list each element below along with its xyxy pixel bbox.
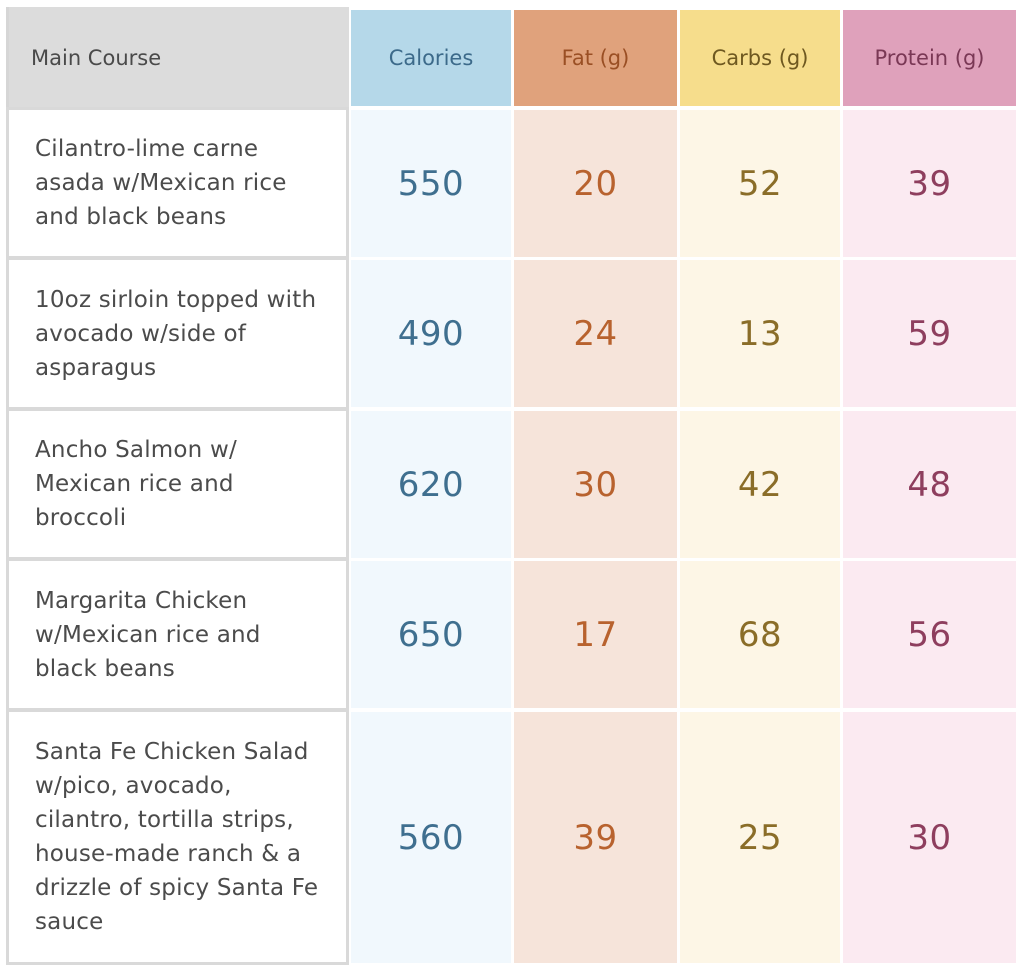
table-row-3-name: Ancho Salmon w/ Mexican rice and broccol… — [6, 408, 349, 560]
row-2-protein: 59 — [843, 260, 1016, 407]
header-main-course: Main Course — [6, 7, 349, 108]
header-calories: Calories — [351, 10, 511, 106]
row-2-line-1: 10oz sirloin topped with — [35, 286, 317, 313]
header-carbs: Carbs (g) — [680, 10, 840, 106]
row-1-line-3: and black beans — [35, 204, 227, 230]
row-4-calories: 650 — [351, 561, 511, 708]
row-5-line-3: cilantro, tortilla strips, — [35, 807, 294, 833]
row-5-line-5: drizzle of spicy Santa Fe — [35, 875, 319, 901]
table-row-4-name: Margarita Chicken w/Mexican rice and bla… — [6, 558, 349, 711]
header-protein-label: Protein (g) — [874, 46, 985, 70]
row-4-carbs: 68 — [680, 561, 840, 708]
row-1-carbs: 52 — [680, 110, 840, 257]
row-2-line-2: avocado w/side of — [35, 320, 247, 347]
row-5-line-6: sauce — [35, 909, 104, 935]
row-1-fat: 20 — [514, 110, 677, 257]
row-4-line-2: w/Mexican rice and — [35, 621, 261, 648]
header-carbs-label: Carbs (g) — [711, 46, 809, 70]
row-1-line-2: asada w/Mexican rice — [35, 170, 287, 196]
row-5-calories: 560 — [351, 712, 511, 963]
row-3-fat: 30 — [514, 411, 677, 558]
row-5-carbs: 25 — [680, 712, 840, 963]
header-fat: Fat (g) — [514, 10, 677, 106]
header-calories-label: Calories — [388, 46, 474, 70]
row-1-protein: 39 — [843, 110, 1016, 257]
row-3-protein: 48 — [843, 411, 1016, 558]
header-main-course-label: Main Course — [31, 45, 162, 70]
row-5-line-2: w/pico, avocado, — [35, 773, 232, 799]
row-3-line-2: Mexican rice and — [35, 471, 234, 497]
row-3-calories: 620 — [351, 411, 511, 558]
row-2-line-3: asparagus — [35, 354, 157, 381]
row-5-line-1: Santa Fe Chicken Salad — [35, 739, 309, 765]
row-4-protein: 56 — [843, 561, 1016, 708]
table-row-1-name: Cilantro-lime carne asada w/Mexican rice… — [6, 107, 349, 259]
row-2-calories: 490 — [351, 260, 511, 407]
row-4-fat: 17 — [514, 561, 677, 708]
row-3-line-1: Ancho Salmon w/ — [35, 437, 237, 463]
table-row-5-name: Santa Fe Chicken Salad w/pico, avocado, … — [6, 709, 349, 965]
header-protein: Protein (g) — [843, 10, 1016, 106]
row-1-line-1: Cilantro-lime carne — [35, 136, 259, 162]
row-3-carbs: 42 — [680, 411, 840, 558]
row-1-calories: 550 — [351, 110, 511, 257]
row-3-line-3: broccoli — [35, 505, 127, 531]
row-2-carbs: 13 — [680, 260, 840, 407]
row-4-line-3: black beans — [35, 655, 175, 682]
row-4-line-1: Margarita Chicken — [35, 587, 248, 614]
table-row-2-name: 10oz sirloin topped with avocado w/side … — [6, 257, 349, 410]
row-5-protein: 30 — [843, 712, 1016, 963]
row-5-line-4: house-made ranch & a — [35, 841, 302, 867]
header-fat-label: Fat (g) — [561, 46, 630, 70]
row-2-fat: 24 — [514, 260, 677, 407]
row-5-fat: 39 — [514, 712, 677, 963]
